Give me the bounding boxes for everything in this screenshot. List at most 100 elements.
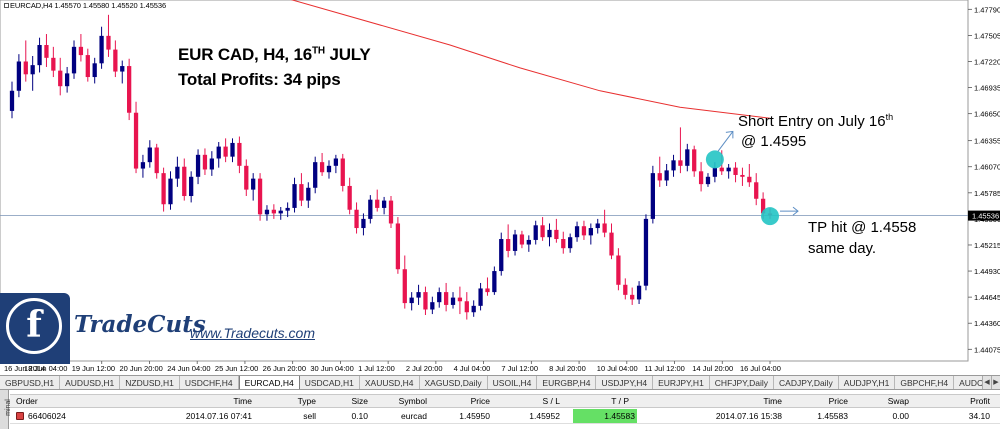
bullish-candle — [37, 45, 42, 66]
symbol-cell: eurcad — [401, 411, 427, 421]
chart-tab[interactable]: CHFJPY,Daily — [710, 376, 775, 389]
bearish-candle — [616, 255, 621, 285]
headline-line-1-suffix: JULY — [324, 45, 371, 64]
col-time[interactable]: Time — [233, 396, 252, 406]
chart-tab[interactable]: USDJPY,H4 — [596, 376, 654, 389]
bullish-candle — [574, 226, 580, 238]
symbol-quote-text: EURCAD,H4 1.45570 1.45580 1.45520 1.4553… — [10, 1, 167, 10]
order-row[interactable]: 66406024 2014.07.16 07:41 sell 0.10 eurc… — [10, 409, 1000, 424]
bullish-candle — [251, 178, 256, 190]
bearish-candle — [602, 223, 607, 233]
bullish-candle — [568, 237, 573, 249]
chart-tab[interactable]: CADJPY,Daily — [774, 376, 839, 389]
bearish-candle — [347, 185, 352, 210]
bullish-candle — [175, 166, 180, 179]
col-symbol[interactable]: Symbol — [398, 396, 427, 406]
chart-tab[interactable]: NZDUSD,H1 — [120, 376, 180, 389]
price-chart[interactable]: 1.47790 1.47505 1.47220 1.46935 1.46650 1.463… — [0, 0, 1000, 375]
chart-tab[interactable]: EURGBP,H4 — [537, 376, 597, 389]
bearish-candle — [257, 178, 263, 215]
bullish-candle — [285, 207, 290, 211]
col-close-price[interactable]: Price — [828, 396, 848, 406]
x-tick-label: 1 Jul 12:00 — [358, 364, 395, 373]
brand-url-link[interactable]: www.Tradecuts.com — [190, 325, 315, 341]
chart-tab[interactable]: EURJPY,H1 — [653, 376, 710, 389]
chart-tab[interactable]: USOIL,H4 — [488, 376, 538, 389]
tabs-scroll-right-button[interactable]: ▶ — [991, 376, 1000, 389]
bullish-candle — [264, 209, 270, 215]
y-tick-label: 1.47220 — [974, 57, 1000, 66]
x-tick-label: 25 Jun 12:00 — [215, 364, 258, 373]
bullish-candle — [437, 292, 442, 303]
terminal-side-tab[interactable]: minal — [0, 390, 12, 429]
chart-tab[interactable]: USDCAD,H1 — [300, 376, 360, 389]
col-order[interactable]: Order — [16, 396, 38, 406]
chart-tab[interactable]: GBPCHF,H4 — [895, 376, 955, 389]
bullish-candle — [512, 234, 518, 251]
bullish-candle — [526, 239, 531, 245]
bearish-candle — [457, 297, 463, 302]
col-swap[interactable]: Swap — [887, 396, 909, 406]
col-profit[interactable]: Profit — [970, 396, 990, 406]
bearish-candle — [319, 162, 325, 173]
y-tick-label: 1.44360 — [974, 319, 1000, 328]
col-stop-loss[interactable]: S / L — [542, 396, 560, 406]
y-tick-label: 1.44930 — [974, 267, 1000, 276]
x-tick-label: 30 Jun 04:00 — [310, 364, 353, 373]
col-take-profit[interactable]: T / P — [611, 396, 629, 406]
chart-tab[interactable]: XAGUSD,Daily — [420, 376, 488, 389]
x-tick-label: 16 Jul 04:00 — [740, 364, 781, 373]
bearish-candle — [506, 239, 511, 251]
bullish-candle — [471, 305, 476, 313]
x-tick-label: 8 Jul 20:00 — [549, 364, 586, 373]
bullish-candle — [333, 158, 339, 166]
candlestick-chart[interactable]: 1.47790 1.47505 1.47220 1.46935 1.46650 1.463… — [0, 0, 1000, 375]
bullish-candle — [685, 149, 690, 166]
bearish-candle — [657, 173, 662, 181]
col-type[interactable]: Type — [297, 396, 316, 406]
bullish-candle — [120, 66, 125, 72]
bearish-candle — [161, 173, 166, 205]
bullish-candle — [216, 146, 221, 159]
bullish-candle — [361, 218, 366, 229]
bullish-candle — [636, 285, 642, 300]
chart-tab[interactable]: EURCAD,H4 — [238, 376, 300, 389]
bullish-candle — [671, 160, 676, 171]
x-tick-label: 16 Jun 2014 — [4, 364, 45, 373]
bearish-candle — [678, 160, 683, 166]
col-size[interactable]: Size — [351, 396, 368, 406]
tradecuts-logo: f — [0, 293, 70, 364]
tabs-scroll-left-button[interactable]: ◀ — [982, 376, 991, 389]
headline-line-1: EUR CAD, H4, 16TH JULY — [178, 45, 371, 65]
bullish-candle — [292, 184, 297, 208]
bearish-candle — [78, 46, 84, 56]
bearish-candle — [340, 158, 345, 186]
y-tick-label: 1.44075 — [974, 345, 1000, 354]
bearish-candle — [519, 234, 525, 245]
col-close-time[interactable]: Time — [763, 396, 782, 406]
chart-tab[interactable]: AUDJPY,H1 — [839, 376, 896, 389]
entry-annotation-text: Short Entry on July 16 — [738, 113, 886, 130]
bearish-candle — [388, 200, 394, 224]
chart-tab[interactable]: XAUUSD,H4 — [360, 376, 420, 389]
y-tick-label: 1.44645 — [974, 293, 1000, 302]
bearish-candle — [754, 182, 759, 199]
price-axis: 1.47790 1.47505 1.47220 1.46935 1.46650 1.463… — [968, 5, 1000, 354]
size-cell: 0.10 — [351, 411, 368, 421]
open-price-cell: 1.45950 — [459, 411, 490, 421]
chart-tab[interactable]: AUDCA — [954, 376, 982, 389]
chart-tab[interactable]: USDCHF,H4 — [180, 376, 239, 389]
open-time-cell: 2014.07.16 07:41 — [185, 411, 252, 421]
entry-annotation-line-1: Short Entry on July 16th — [738, 112, 893, 130]
close-price-cell: 1.45583 — [817, 411, 848, 421]
x-tick-label: 11 Jul 12:00 — [645, 364, 685, 373]
headline-line-2: Total Profits: 34 pips — [178, 70, 341, 89]
chart-tab[interactable]: GBPUSD,H1 — [0, 376, 61, 389]
bearish-candle — [740, 174, 745, 177]
col-price[interactable]: Price — [470, 396, 490, 406]
chart-tab[interactable]: AUDUSD,H1 — [60, 376, 121, 389]
plot-area — [0, 0, 969, 362]
bullish-candle — [588, 228, 593, 236]
chart-tabs-list: GBPUSD,H1 AUDUSD,H1 NZDUSD,H1 USDCHF,H4 EURC… — [0, 376, 982, 389]
bearish-candle — [698, 171, 704, 185]
